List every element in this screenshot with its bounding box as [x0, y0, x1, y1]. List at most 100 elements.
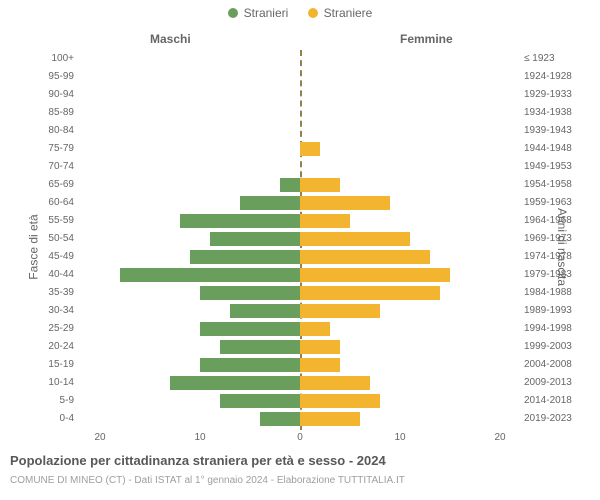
y-tick-birth: 1979-1983	[524, 266, 590, 284]
y-tick-age: 0-4	[14, 410, 74, 428]
y-tick-age: 70-74	[14, 158, 74, 176]
pyramid-row	[80, 338, 520, 356]
bar-female	[300, 268, 450, 282]
y-tick-age: 55-59	[14, 212, 74, 230]
y-tick-birth: 1949-1953	[524, 158, 590, 176]
plot-area	[80, 50, 520, 430]
y-tick-age: 85-89	[14, 104, 74, 122]
chart-container: Stranieri Straniere Maschi Femmine Fasce…	[0, 0, 600, 500]
bar-male	[220, 340, 300, 354]
x-tick: 20	[494, 432, 505, 443]
y-tick-birth: ≤ 1923	[524, 50, 590, 68]
pyramid-row	[80, 266, 520, 284]
bar-female	[300, 304, 380, 318]
bar-male	[240, 196, 300, 210]
y-tick-birth: 2014-2018	[524, 392, 590, 410]
x-tick: 10	[394, 432, 405, 443]
pyramid-row	[80, 356, 520, 374]
legend-label-female: Straniere	[324, 6, 373, 20]
bar-male	[200, 358, 300, 372]
y-tick-birth: 1959-1963	[524, 194, 590, 212]
bar-female	[300, 250, 430, 264]
bar-female	[300, 412, 360, 426]
bar-male	[180, 214, 300, 228]
pyramid-row	[80, 104, 520, 122]
bar-male	[200, 322, 300, 336]
pyramid-row	[80, 392, 520, 410]
y-tick-birth: 1954-1958	[524, 176, 590, 194]
pyramid-row	[80, 230, 520, 248]
y-tick-birth: 1969-1973	[524, 230, 590, 248]
footer-title: Popolazione per cittadinanza straniera p…	[10, 453, 386, 468]
y-tick-birth: 1974-1978	[524, 248, 590, 266]
x-tick: 0	[297, 432, 303, 443]
pyramid-row	[80, 176, 520, 194]
pyramid-row	[80, 248, 520, 266]
pyramid-row	[80, 86, 520, 104]
y-tick-age: 50-54	[14, 230, 74, 248]
y-tick-age: 15-19	[14, 356, 74, 374]
col-header-female: Femmine	[400, 32, 453, 46]
y-tick-age: 40-44	[14, 266, 74, 284]
y-tick-age: 100+	[14, 50, 74, 68]
y-tick-birth: 2019-2023	[524, 410, 590, 428]
pyramid-row	[80, 212, 520, 230]
bar-male	[170, 376, 300, 390]
bar-male	[280, 178, 300, 192]
y-tick-birth: 1939-1943	[524, 122, 590, 140]
y-tick-birth: 1944-1948	[524, 140, 590, 158]
pyramid-row	[80, 410, 520, 428]
legend: Stranieri Straniere	[0, 6, 600, 21]
pyramid-row	[80, 68, 520, 86]
y-tick-age: 20-24	[14, 338, 74, 356]
bar-female	[300, 340, 340, 354]
pyramid-row	[80, 374, 520, 392]
y-tick-birth: 1964-1968	[524, 212, 590, 230]
x-axis: 20 10 0 10 20	[80, 432, 520, 452]
bar-female	[300, 178, 340, 192]
bar-male	[230, 304, 300, 318]
bar-male	[200, 286, 300, 300]
pyramid-row	[80, 122, 520, 140]
y-tick-age: 45-49	[14, 248, 74, 266]
pyramid-row	[80, 140, 520, 158]
bar-female	[300, 286, 440, 300]
y-tick-birth: 1984-1988	[524, 284, 590, 302]
bar-female	[300, 394, 380, 408]
y-tick-birth: 1989-1993	[524, 302, 590, 320]
y-tick-age: 10-14	[14, 374, 74, 392]
y-tick-age: 30-34	[14, 302, 74, 320]
y-tick-age: 35-39	[14, 284, 74, 302]
bar-male	[210, 232, 300, 246]
col-header-male: Maschi	[150, 32, 191, 46]
pyramid-row	[80, 284, 520, 302]
bar-male	[260, 412, 300, 426]
y-tick-birth: 1934-1938	[524, 104, 590, 122]
legend-label-male: Stranieri	[244, 6, 289, 20]
bar-male	[220, 394, 300, 408]
bar-female	[300, 376, 370, 390]
y-tick-age: 80-84	[14, 122, 74, 140]
legend-swatch-female	[308, 8, 318, 18]
y-tick-birth: 1924-1928	[524, 68, 590, 86]
y-tick-birth: 1994-1998	[524, 320, 590, 338]
bar-female	[300, 142, 320, 156]
y-tick-birth: 2004-2008	[524, 356, 590, 374]
bar-male	[190, 250, 300, 264]
pyramid-row	[80, 194, 520, 212]
y-tick-age: 25-29	[14, 320, 74, 338]
x-tick: 20	[94, 432, 105, 443]
x-tick: 10	[194, 432, 205, 443]
pyramid-row	[80, 302, 520, 320]
y-tick-age: 5-9	[14, 392, 74, 410]
y-tick-age: 60-64	[14, 194, 74, 212]
bar-male	[120, 268, 300, 282]
y-tick-birth: 2009-2013	[524, 374, 590, 392]
bar-female	[300, 232, 410, 246]
bar-female	[300, 196, 390, 210]
y-tick-birth: 1999-2003	[524, 338, 590, 356]
y-tick-age: 65-69	[14, 176, 74, 194]
pyramid-row	[80, 50, 520, 68]
bar-female	[300, 214, 350, 228]
bar-female	[300, 322, 330, 336]
